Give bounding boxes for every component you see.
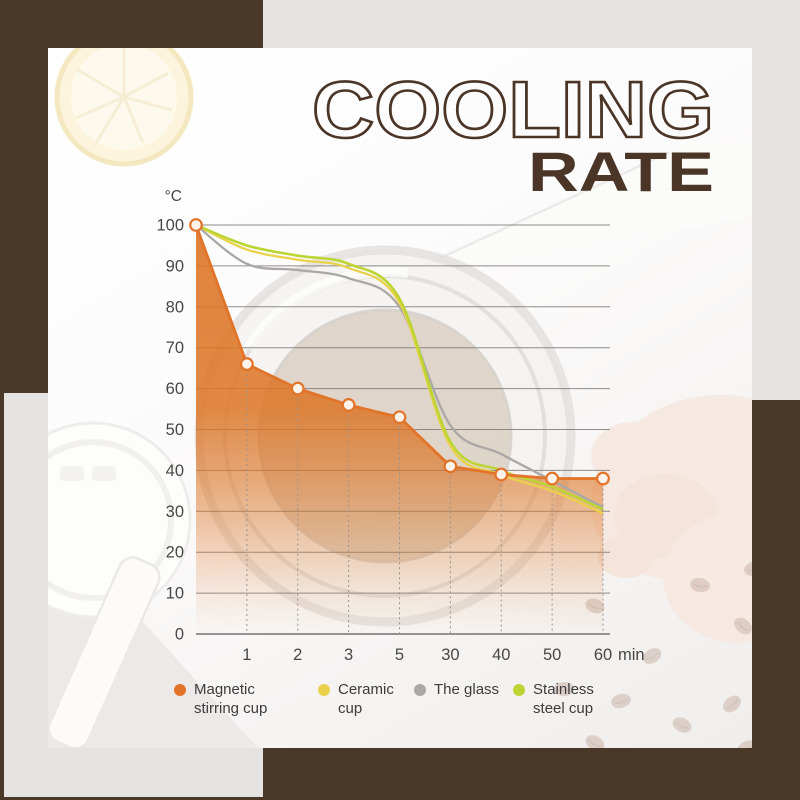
y-tick-label: 60 (166, 380, 184, 398)
coffee-bean (642, 648, 662, 664)
legend-label: Stainless steel cup (533, 681, 594, 717)
coffee-bean (611, 693, 631, 709)
table-edge-highlight (418, 143, 752, 271)
legend-dot-ceramic-cup (318, 684, 330, 696)
legend-item-the-glass: The glass (414, 680, 499, 699)
y-tick-label: 80 (166, 298, 184, 316)
coffee-bean (723, 695, 741, 713)
line-the-glass (195, 224, 604, 509)
legend-item-stainless-steel-cup: Stainless steel cup (513, 680, 623, 718)
x-tick-label: 3 (344, 646, 353, 664)
data-point-marker (545, 471, 560, 486)
line-stainless-steel-cup (195, 223, 604, 511)
y-tick-label: 70 (166, 339, 184, 357)
chart-legend: Magnetic stirring cup Ceramic cup The gl… (174, 680, 623, 718)
coffee-bean (737, 740, 752, 748)
coffee-bean (585, 735, 605, 748)
y-axis-unit: °C (165, 188, 182, 205)
data-point-marker (290, 381, 305, 396)
y-tick-label: 10 (166, 585, 184, 603)
area-magnetic-stirring-cup (196, 225, 603, 634)
data-point-marker (596, 471, 610, 486)
y-tick-label: 50 (166, 421, 184, 439)
coffee-bean (690, 577, 710, 593)
legend-label: Ceramic cup (338, 681, 394, 717)
x-tick-label: 1 (242, 646, 251, 664)
legend-item-ceramic-cup: Ceramic cup (318, 680, 400, 718)
hand (590, 394, 752, 643)
y-tick-label: 0 (175, 626, 184, 644)
y-tick-label: 30 (166, 503, 184, 521)
x-axis-unit: min (618, 646, 645, 664)
coffee-bean (734, 617, 752, 635)
coffee-bean (744, 561, 752, 577)
y-tick-label: 90 (166, 257, 184, 275)
x-tick-label: 30 (441, 646, 459, 664)
legend-label: The glass (434, 681, 500, 698)
x-tick-label: 5 (395, 646, 404, 664)
data-point-marker (392, 410, 407, 425)
data-point-marker (494, 467, 509, 482)
coffee-bean (672, 717, 692, 733)
legend-item-magnetic-stirring-cup: Magnetic stirring cup (174, 680, 304, 718)
straw (48, 556, 161, 748)
data-point-marker (443, 459, 458, 474)
legend-label: Magnetic stirring cup (194, 681, 268, 717)
legend-dot-magnetic-stirring-cup (174, 684, 186, 696)
x-tick-label: 50 (543, 646, 561, 664)
title-cooling: COOLING (312, 65, 714, 154)
data-point-marker (239, 357, 254, 371)
photo-card: 0 10 20 30 40 50 60 70 80 90 100 °C 1 2 3 5 30 40 50 60 min … (48, 48, 752, 748)
title-block: COOLING RATE (311, 64, 716, 203)
title-rate: RATE (528, 140, 714, 203)
cooling-rate-chart: 0 10 20 30 40 50 60 70 80 90 100 °C 1 2 3 5 30 40 50 60 min (156, 188, 645, 664)
lemon-slice (54, 48, 194, 167)
y-tick-label: 40 (166, 462, 184, 480)
x-tick-label: 60 (594, 646, 612, 664)
y-tick-label: 100 (156, 217, 184, 235)
data-point-marker (189, 218, 203, 232)
legend-dot-stainless-steel-cup (513, 684, 526, 696)
photo-background (48, 48, 752, 748)
legend-dot-the-glass (414, 684, 426, 696)
y-tick-label: 20 (166, 544, 184, 562)
x-tick-label: 2 (293, 646, 302, 664)
line-ceramic-cup (195, 223, 604, 515)
coffee-bean (554, 682, 574, 696)
data-point-marker (341, 398, 356, 412)
table-edge-line (422, 150, 671, 268)
x-tick-label: 40 (492, 646, 510, 664)
